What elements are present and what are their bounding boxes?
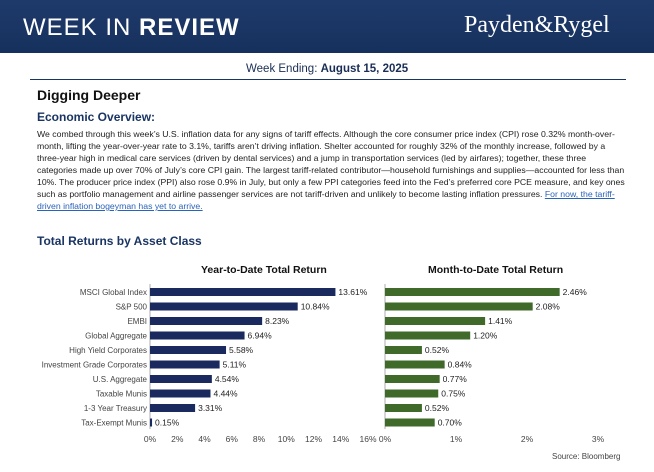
mtd-value-label: 0.52% xyxy=(425,345,450,355)
mtd-bar xyxy=(385,375,440,383)
ytd-tick-label: 10% xyxy=(278,434,295,444)
ytd-tick-label: 4% xyxy=(198,434,211,444)
ytd-value-label: 5.11% xyxy=(223,360,247,370)
mtd-bar xyxy=(385,288,560,296)
mtd-value-label: 0.75% xyxy=(441,389,466,399)
mtd-bar xyxy=(385,317,486,325)
ytd-value-label: 8.23% xyxy=(265,316,290,326)
mtd-bar xyxy=(385,346,422,354)
mtd-bar xyxy=(385,331,471,340)
returns-charts: 13.61% MSCI Global Index 10.84% S&P 500 8.23… xyxy=(42,284,605,444)
ytd-value-label: 0.15% xyxy=(155,418,180,428)
ytd-bar xyxy=(150,346,227,354)
mtd-value-label: 0.52% xyxy=(425,403,450,413)
ytd-bar xyxy=(150,360,220,369)
week-ending-line: Week Ending: August 15, 2025 xyxy=(246,63,408,75)
title-bold: REVIEW xyxy=(139,14,240,41)
mtd-bar xyxy=(385,302,533,311)
economic-overview-heading: Economic Overview: xyxy=(37,110,156,124)
ytd-value-label: 6.94% xyxy=(248,331,273,341)
ytd-tick-label: 14% xyxy=(332,434,349,444)
mtd-bar xyxy=(385,404,422,412)
economic-overview-body: We combed through this week’s U.S. infla… xyxy=(37,128,627,212)
category-label: High Yield Corporates xyxy=(69,346,147,355)
payden-rygel-logo: Payden&Rygel xyxy=(464,12,610,38)
category-label: Investment Grade Corporates xyxy=(42,361,147,370)
publication-title: WEEK IN REVIEW xyxy=(23,14,240,42)
ytd-tick-label: 0% xyxy=(144,434,157,444)
mtd-value-label: 1.20% xyxy=(473,331,498,341)
ytd-tick-label: 8% xyxy=(253,434,266,444)
ytd-value-label: 10.84% xyxy=(301,302,330,312)
mtd-tick-label: 2% xyxy=(521,434,534,444)
category-label: S&P 500 xyxy=(116,303,148,312)
header-banner: WEEK IN REVIEW Payden&Rygel xyxy=(0,0,654,53)
ytd-value-label: 3.31% xyxy=(198,403,223,413)
ytd-value-label: 13.61% xyxy=(338,287,367,297)
ytd-bar xyxy=(150,302,298,311)
mtd-value-label: 2.08% xyxy=(536,302,561,312)
total-returns-heading: Total Returns by Asset Class xyxy=(37,234,202,248)
ytd-bar xyxy=(150,404,196,412)
ytd-tick-label: 6% xyxy=(226,434,239,444)
category-label: U.S. Aggregate xyxy=(93,375,148,384)
ytd-chart-title: Year-to-Date Total Return xyxy=(201,264,327,276)
body-paragraph: We combed through this week’s U.S. infla… xyxy=(37,129,625,199)
ytd-bar xyxy=(150,375,212,383)
ytd-bar xyxy=(150,317,263,325)
ytd-tick-label: 12% xyxy=(305,434,322,444)
category-label: EMBI xyxy=(127,317,147,326)
category-label: Taxable Munis xyxy=(96,390,147,399)
mtd-value-label: 0.70% xyxy=(438,418,463,428)
mtd-tick-label: 3% xyxy=(592,434,605,444)
week-ending-date: August 15, 2025 xyxy=(320,63,409,75)
mtd-bar xyxy=(385,418,435,427)
ytd-tick-label: 16% xyxy=(359,434,376,444)
week-ending-label: Week Ending: xyxy=(246,63,321,75)
category-label: Tax-Exempt Munis xyxy=(81,419,147,428)
ytd-value-label: 4.54% xyxy=(215,374,240,384)
mtd-value-label: 2.46% xyxy=(563,287,588,297)
ytd-bar xyxy=(150,389,211,398)
category-label: 1-3 Year Treasury xyxy=(84,404,147,413)
mtd-value-label: 0.84% xyxy=(448,360,473,370)
divider-top xyxy=(30,79,626,80)
category-label: Global Aggregate xyxy=(85,332,147,341)
ytd-bar xyxy=(150,418,153,427)
tariff-link[interactable]: For now, the tariff-driven inflation bog… xyxy=(37,189,615,211)
mtd-tick-label: 1% xyxy=(450,434,463,444)
category-label: MSCI Global Index xyxy=(80,288,147,297)
source-note: Source: Bloomberg xyxy=(552,452,621,461)
mtd-bar xyxy=(385,389,439,398)
mtd-chart-title: Month-to-Date Total Return xyxy=(428,264,564,276)
mtd-value-label: 0.77% xyxy=(443,374,468,384)
ytd-tick-label: 2% xyxy=(171,434,184,444)
ytd-value-label: 5.58% xyxy=(229,345,254,355)
mtd-tick-label: 0% xyxy=(379,434,392,444)
title-light: WEEK IN xyxy=(23,14,140,41)
ytd-value-label: 4.44% xyxy=(213,389,238,399)
ytd-bar xyxy=(150,288,336,296)
mtd-bar xyxy=(385,360,445,369)
section-title: Digging Deeper xyxy=(37,87,141,103)
ytd-bar xyxy=(150,331,245,340)
mtd-value-label: 1.41% xyxy=(488,316,513,326)
